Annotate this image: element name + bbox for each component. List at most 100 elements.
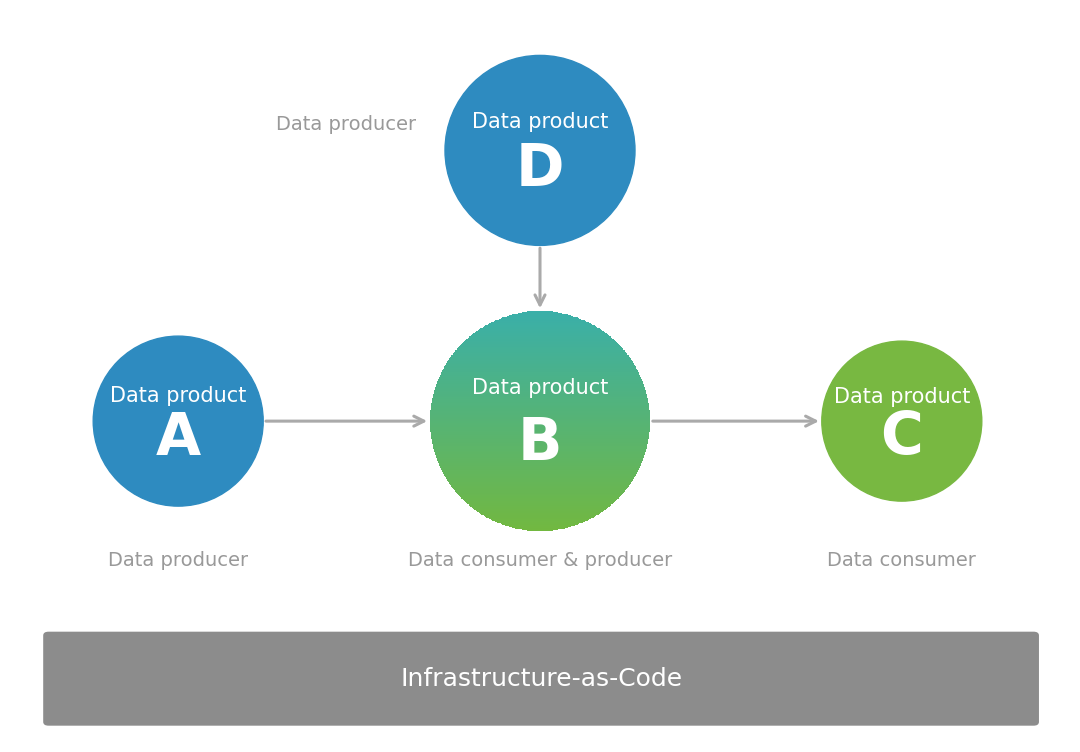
Bar [444, 366, 636, 367]
Bar [464, 501, 616, 502]
Bar [485, 516, 595, 517]
Text: Data consumer & producer: Data consumer & producer [408, 550, 672, 570]
Bar [434, 452, 646, 453]
Bar [448, 481, 632, 482]
Text: Infrastructure-as-Code: Infrastructure-as-Code [400, 667, 683, 690]
Bar [473, 333, 607, 334]
Bar [430, 421, 650, 423]
Bar [432, 397, 648, 398]
Bar [446, 362, 634, 363]
Bar [447, 361, 633, 362]
Bar [432, 443, 648, 444]
Bar [465, 502, 615, 503]
Bar [500, 318, 580, 319]
Bar [444, 474, 636, 475]
Bar [527, 530, 553, 531]
Bar [430, 428, 650, 429]
Bar [430, 414, 650, 415]
Bar [433, 396, 647, 397]
Bar [490, 519, 590, 520]
Bar [434, 450, 646, 452]
Bar [431, 406, 649, 407]
Bar [470, 335, 610, 336]
Bar [431, 430, 649, 431]
Bar [476, 331, 604, 332]
Bar [496, 521, 584, 522]
Bar [463, 499, 617, 500]
Bar [442, 469, 638, 470]
Bar [459, 495, 621, 496]
Text: C: C [880, 408, 923, 465]
FancyBboxPatch shape [43, 632, 1039, 726]
Bar [440, 375, 640, 376]
Bar [483, 514, 597, 515]
Bar [458, 494, 622, 495]
Bar [434, 390, 646, 391]
Bar [457, 348, 623, 349]
Bar [437, 460, 643, 461]
Bar [430, 413, 650, 414]
Text: Data producer: Data producer [108, 550, 248, 570]
Bar [431, 438, 649, 439]
Bar [447, 480, 633, 481]
Bar [512, 527, 568, 528]
Bar [499, 319, 581, 320]
Bar [432, 439, 648, 440]
Bar [447, 479, 633, 481]
Bar [451, 486, 629, 487]
Bar [430, 415, 650, 416]
Bar [448, 360, 632, 361]
Bar [446, 363, 634, 364]
Bar [461, 344, 619, 345]
Bar [522, 529, 558, 530]
Bar [494, 321, 586, 322]
Text: Data consumer: Data consumer [827, 550, 976, 570]
Bar [471, 507, 609, 508]
Bar [476, 510, 604, 511]
Text: A: A [156, 410, 201, 467]
Bar [438, 462, 642, 463]
Bar [472, 334, 608, 335]
Bar [442, 471, 638, 472]
Bar [465, 340, 615, 341]
Bar [431, 434, 649, 435]
Text: Data producer: Data producer [275, 114, 416, 134]
Bar [456, 492, 624, 493]
Bar [432, 442, 648, 443]
Bar [432, 401, 648, 402]
Bar [460, 496, 620, 497]
Bar [449, 483, 631, 484]
Bar [458, 347, 622, 348]
Bar [477, 331, 603, 332]
Bar [435, 454, 645, 455]
Bar [432, 441, 648, 442]
Ellipse shape [445, 56, 635, 245]
Bar [465, 339, 615, 340]
Bar [509, 526, 571, 527]
Bar [459, 346, 621, 347]
Bar [470, 336, 610, 337]
Bar [484, 326, 596, 327]
Bar [433, 393, 647, 394]
Bar [430, 417, 650, 418]
Bar [454, 489, 626, 490]
Bar [438, 464, 642, 465]
Bar [438, 379, 642, 380]
Bar [435, 453, 645, 454]
Bar [450, 484, 630, 485]
Bar [432, 402, 648, 403]
Bar [434, 449, 646, 450]
Bar [431, 409, 649, 410]
Bar [430, 418, 650, 419]
Bar [527, 311, 553, 312]
Bar [512, 314, 568, 315]
Bar [431, 410, 649, 411]
Bar [455, 490, 625, 491]
Bar [431, 437, 649, 438]
Bar [430, 419, 650, 420]
Bar [443, 473, 637, 474]
Bar [468, 504, 612, 505]
Bar [453, 487, 627, 488]
Bar [433, 448, 647, 449]
Bar [431, 403, 649, 404]
